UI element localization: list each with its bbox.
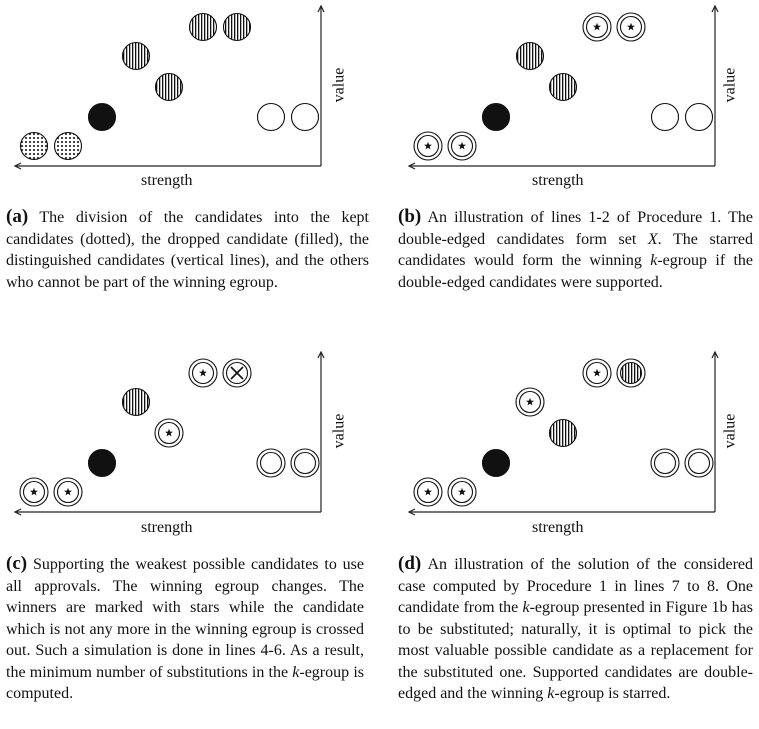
axes (13, 350, 325, 516)
candidate (582, 358, 612, 388)
candidate (19, 131, 49, 161)
candidate (87, 102, 117, 132)
diagram-d (407, 350, 719, 516)
candidate (650, 102, 680, 132)
caption-b-text: An illustration of lines 1-2 of Procedur… (398, 209, 754, 291)
axes (407, 4, 719, 170)
candidate (121, 41, 151, 71)
caption-a: (a) The division of the candidates into … (6, 206, 369, 293)
ylabel-c: value (330, 413, 348, 449)
xlabel-a: strength (141, 172, 193, 189)
candidate (447, 477, 477, 507)
candidate (413, 477, 443, 507)
xlabel-d: strength (532, 519, 584, 536)
diagram-c (13, 350, 325, 516)
axes (13, 4, 325, 170)
candidate (154, 72, 184, 102)
candidate (290, 102, 320, 132)
caption-b: (b) An illustration of lines 1-2 of Proc… (398, 206, 753, 293)
star-icon (165, 428, 173, 437)
candidate (256, 102, 286, 132)
candidate (616, 358, 646, 388)
ylabel-a: value (330, 67, 348, 103)
caption-a-label: (a) (6, 206, 29, 227)
caption-a-text: The division of the candidates into the … (6, 209, 369, 291)
ylabel-d: value (721, 413, 739, 449)
candidate (188, 358, 218, 388)
xlabel-c: strength (141, 519, 193, 536)
star-icon (593, 368, 601, 377)
caption-d-label: (d) (398, 553, 422, 574)
candidate (481, 448, 511, 478)
candidate (481, 102, 511, 132)
caption-d-text: An illustration of the solution of the c… (398, 556, 754, 702)
axes (407, 350, 719, 516)
caption-b-label: (b) (398, 206, 422, 227)
candidate (548, 418, 578, 448)
candidate (515, 387, 545, 417)
panel-c: strength value (0, 348, 380, 548)
caption-c: (c) Supporting the weakest possible cand… (6, 553, 364, 705)
candidate (290, 448, 320, 478)
caption-c-label: (c) (6, 553, 28, 574)
candidate (53, 477, 83, 507)
star-icon (64, 487, 72, 496)
candidate (256, 448, 286, 478)
candidate (447, 131, 477, 161)
candidate (188, 12, 218, 42)
candidate (87, 448, 117, 478)
diagram-a (13, 4, 325, 170)
candidate (548, 72, 578, 102)
panel-a: strength value (0, 0, 380, 200)
ylabel-b: value (721, 67, 739, 103)
candidate (222, 358, 252, 388)
star-icon (593, 22, 601, 31)
candidate (154, 418, 184, 448)
candidate (582, 12, 612, 42)
caption-c-text: Supporting the weakest possible candidat… (6, 556, 365, 702)
candidate (515, 41, 545, 71)
candidate (650, 448, 680, 478)
cross-icon (230, 366, 244, 380)
panel-b: strength value (394, 0, 759, 200)
star-icon (424, 141, 432, 150)
xlabel-b: strength (532, 172, 584, 189)
star-icon (627, 22, 635, 31)
star-icon (526, 397, 534, 406)
star-icon (30, 487, 38, 496)
star-icon (199, 368, 207, 377)
candidate (616, 12, 646, 42)
candidate (222, 12, 252, 42)
star-icon (458, 141, 466, 150)
candidate (19, 477, 49, 507)
star-icon (424, 487, 432, 496)
star-icon (458, 487, 466, 496)
candidate (684, 448, 714, 478)
caption-d: (d) An illustration of the solution of t… (398, 553, 753, 705)
candidate (53, 131, 83, 161)
candidate (684, 102, 714, 132)
diagram-b (407, 4, 719, 170)
candidate (413, 131, 443, 161)
panel-d: strength value (394, 348, 759, 548)
candidate (121, 387, 151, 417)
